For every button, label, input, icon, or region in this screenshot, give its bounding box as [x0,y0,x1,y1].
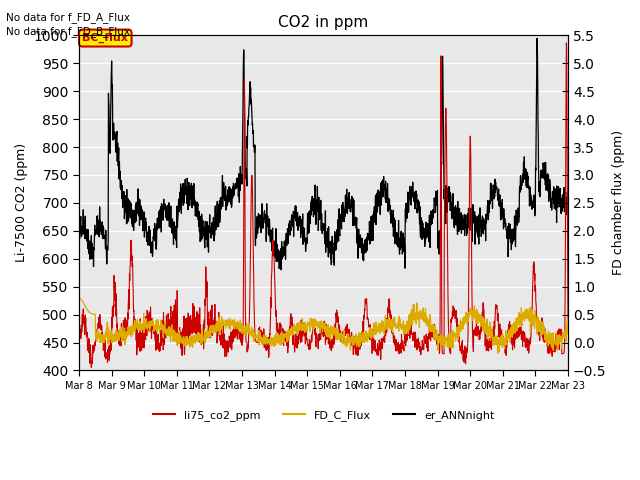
Legend: li75_co2_ppm, FD_C_Flux, er_ANNnight: li75_co2_ppm, FD_C_Flux, er_ANNnight [148,406,499,425]
Y-axis label: FD chamber flux (ppm): FD chamber flux (ppm) [612,130,625,276]
Y-axis label: Li-7500 CO2 (ppm): Li-7500 CO2 (ppm) [15,144,28,263]
Title: CO2 in ppm: CO2 in ppm [278,15,369,30]
Text: BC_flux: BC_flux [83,33,128,43]
Text: No data for f_FD_B_Flux: No data for f_FD_B_Flux [6,26,131,37]
Text: No data for f_FD_A_Flux: No data for f_FD_A_Flux [6,12,131,23]
